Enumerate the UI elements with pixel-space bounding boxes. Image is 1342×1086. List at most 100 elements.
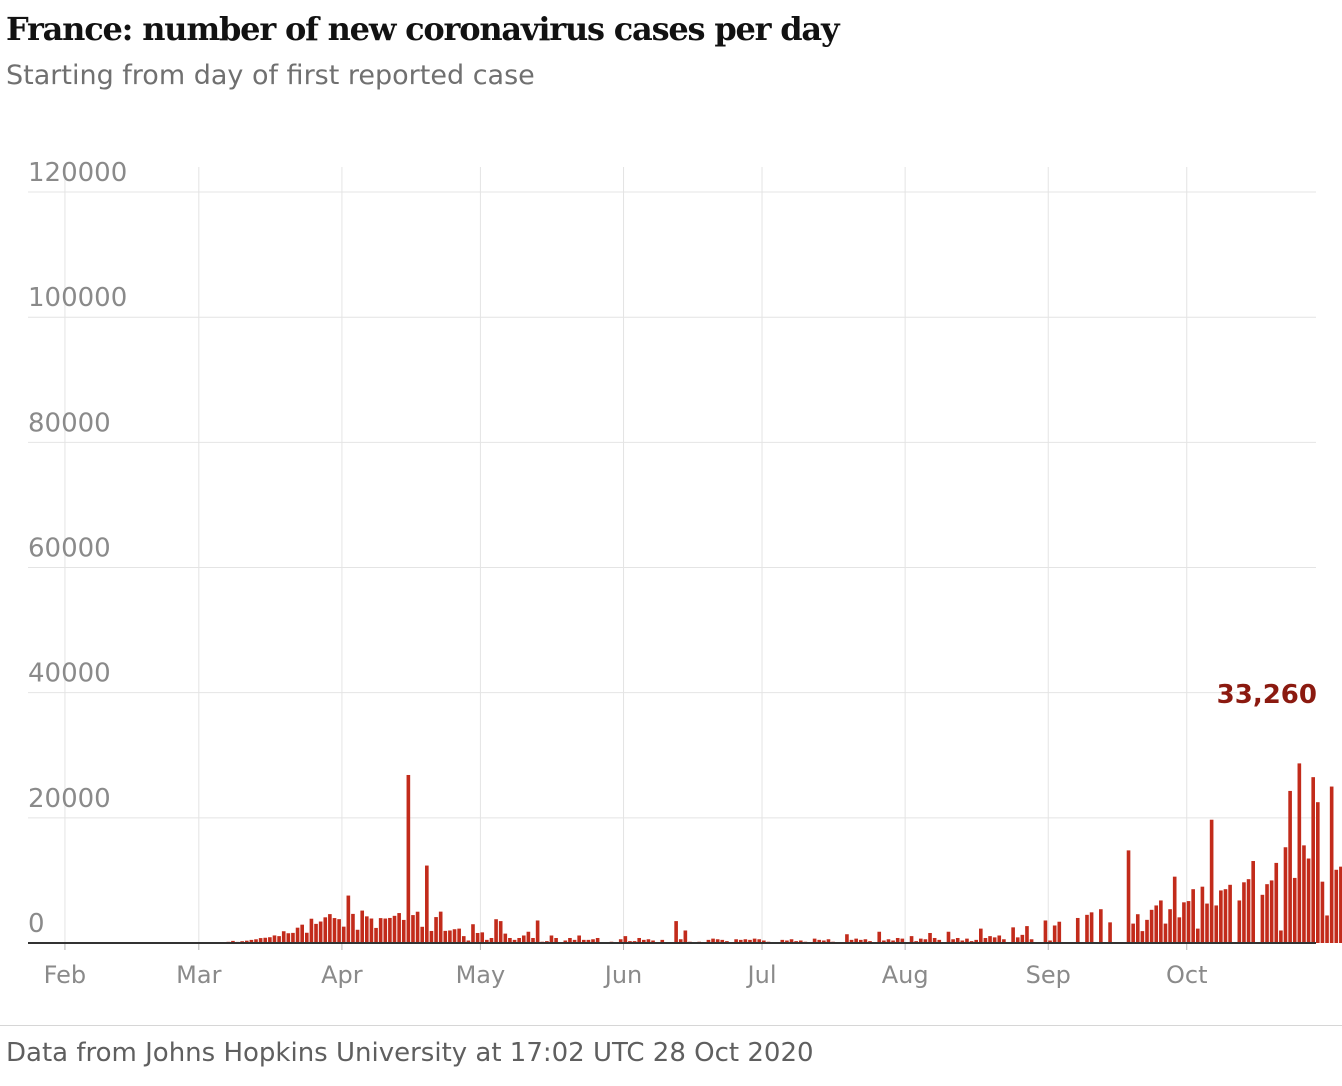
bar	[660, 939, 665, 943]
bar	[300, 924, 304, 943]
bar	[1288, 790, 1292, 943]
bar	[734, 939, 738, 943]
bar	[1099, 909, 1103, 943]
bar	[900, 938, 905, 943]
footer-divider	[0, 1025, 1342, 1026]
bar	[549, 935, 554, 943]
x-tick-label: Aug	[882, 961, 929, 989]
bar	[268, 937, 272, 943]
bar	[512, 939, 517, 943]
bar	[563, 940, 568, 943]
bar	[715, 939, 720, 943]
bar	[1283, 847, 1288, 943]
bar	[711, 938, 715, 943]
bar	[277, 936, 281, 943]
bar	[1108, 922, 1112, 943]
bar	[757, 939, 762, 943]
bar	[618, 939, 623, 943]
bar	[415, 911, 420, 943]
bar	[1182, 902, 1186, 943]
bar	[244, 940, 249, 943]
bar	[1274, 862, 1279, 943]
bar	[1219, 890, 1223, 943]
bar	[1186, 901, 1191, 943]
bar	[1052, 925, 1057, 943]
bar	[457, 928, 461, 943]
bar	[341, 926, 346, 943]
bar	[845, 934, 849, 943]
bar	[572, 939, 577, 943]
bar	[1302, 845, 1306, 943]
y-axis-ticks: 0 20000 40000 60000 80000 100000 120000	[28, 158, 127, 939]
bar	[1223, 889, 1228, 943]
bar	[1126, 850, 1131, 943]
bar	[1251, 861, 1255, 943]
bar	[318, 921, 323, 943]
bar	[1015, 937, 1020, 943]
x-tick-label: Feb	[44, 961, 87, 989]
bar	[314, 923, 318, 943]
bar	[406, 774, 411, 943]
bar	[281, 931, 286, 943]
bar	[891, 940, 895, 943]
bar	[646, 939, 651, 943]
bar	[328, 914, 332, 943]
bar	[1029, 939, 1034, 943]
bar	[591, 939, 595, 943]
bar	[337, 919, 341, 943]
bar	[1297, 763, 1302, 943]
bar	[738, 939, 743, 943]
bar	[517, 937, 521, 943]
bar	[1154, 905, 1159, 943]
bar	[1085, 914, 1089, 943]
bar	[918, 938, 923, 943]
bar	[466, 940, 471, 943]
bar	[886, 939, 891, 943]
bar	[863, 939, 868, 943]
bar	[928, 932, 932, 943]
bar	[1334, 869, 1339, 943]
bar	[1329, 786, 1334, 943]
bar	[480, 932, 485, 943]
bar	[489, 937, 494, 943]
bar	[877, 931, 882, 943]
bar	[748, 939, 752, 943]
bar	[858, 939, 863, 943]
bar	[521, 935, 526, 943]
x-axis	[28, 942, 1316, 950]
bars	[28, 763, 1342, 943]
bar	[568, 937, 572, 943]
bar	[720, 939, 725, 943]
y-tick-label: 0	[28, 909, 45, 939]
bar	[817, 939, 822, 943]
bar	[388, 917, 392, 943]
bar	[743, 939, 748, 943]
bar	[812, 938, 817, 943]
bar	[1048, 940, 1052, 943]
source-note: Data from Johns Hopkins University at 17…	[6, 1038, 814, 1068]
bar	[365, 916, 369, 943]
bar	[909, 936, 914, 943]
bar	[752, 938, 757, 943]
bar	[637, 937, 641, 943]
bar	[1311, 777, 1315, 943]
x-tick-label: Oct	[1166, 961, 1208, 989]
gridlines	[28, 167, 1316, 943]
bar	[429, 930, 434, 943]
bar	[822, 940, 826, 943]
bar	[1140, 931, 1145, 943]
x-tick-label: May	[456, 961, 506, 989]
chart-subtitle: Starting from day of first reported case	[6, 60, 535, 91]
bar	[425, 865, 429, 943]
bar	[1214, 905, 1219, 943]
bar	[1269, 880, 1274, 943]
bar	[1075, 917, 1080, 943]
bar	[309, 918, 314, 943]
bar	[1145, 919, 1149, 943]
bar	[1325, 915, 1329, 943]
bar	[508, 937, 512, 943]
bar	[826, 939, 831, 943]
bar	[1195, 928, 1200, 943]
bar	[452, 929, 457, 943]
bar	[798, 940, 803, 943]
